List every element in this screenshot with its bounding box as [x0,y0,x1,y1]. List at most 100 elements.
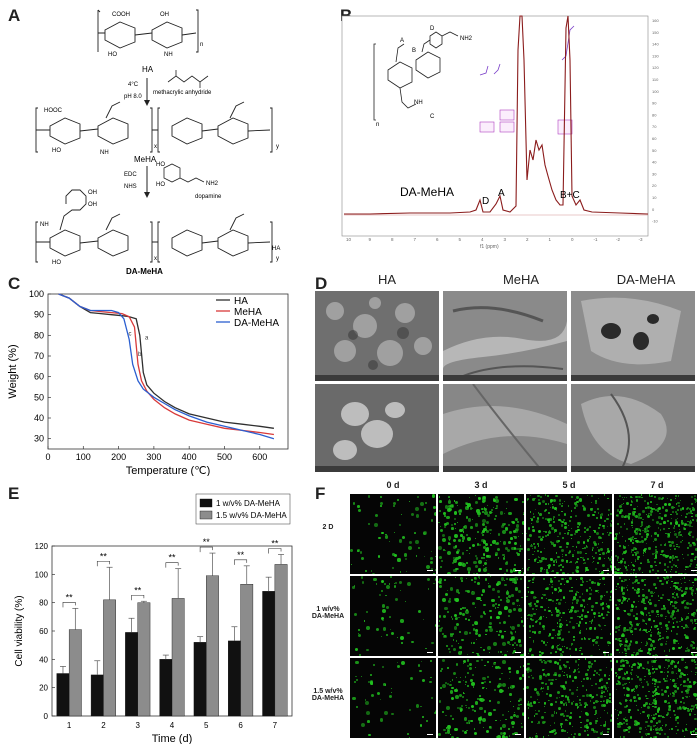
nmr-y-ticks: 1601501401301201101009080706050403020100… [652,18,659,224]
peak-a-label: A [498,188,505,199]
nmr-x-tick-label: 10 [346,237,352,242]
viability-y-tick-label: 60 [39,627,48,636]
viability-y-axis-label: Cell viability (%) [14,595,25,666]
nmr-spectrum: 1601501401301201101009080706050403020100… [341,15,659,250]
tga-curve-marker: a [145,335,149,341]
nmr-x-tick-label: 8 [391,237,394,242]
dopamine-ho1: HO [156,162,165,168]
significance-bracket [199,546,213,553]
da-meha-nh-text: NH [40,222,49,228]
nmr-y-tick-label: 130 [652,53,659,58]
viability-y-tick-label: 0 [44,712,49,721]
tga-x-tick-label: 400 [182,452,197,462]
inset-label-d: D [430,26,435,32]
viability-legend-label: 1.5 w/v% DA-MeHA [216,511,287,520]
viability-x-tick-label: 3 [135,721,140,730]
significance-bracket [165,562,179,568]
nmr-x-tick-label: -1 [594,237,598,242]
nmr-x-tick-label: 6 [436,237,439,242]
nmr-y-tick-label: 60 [652,136,657,141]
dopamine-structure [163,163,205,183]
viability-x-tick-label: 6 [238,721,243,730]
confocal-row-title: 1 w/v% DA-MeHA [311,606,345,620]
tga-curve-marker: b [138,352,142,358]
confocal-col-title: 5 d [562,480,576,490]
nmr-y-tick-label: 70 [652,124,657,129]
nmr-y-tick-label: 140 [652,42,659,47]
tga-y-tick-label: 40 [34,413,44,423]
ha-name: HA [142,65,154,74]
tga-y-tick-label: 60 [34,372,44,382]
nmr-x-tick-label: 3 [504,237,507,242]
nmr-y-tick-label: 90 [652,101,657,106]
da-meha-y-sub: y [276,256,279,262]
viability-bar [193,642,207,717]
nmr-x-tick-label: 9 [369,237,372,242]
tga-chart: 0 100 200 300 400 500 600 30 40 50 60 70 80 90 100 Temp… [7,289,289,476]
viability-bar [262,591,276,717]
inset-label-a: A [400,38,404,44]
confocal-col-title: 3 d [474,480,488,490]
da-meha-ho-text: HO [52,260,61,266]
inset-label-c: C [430,114,435,120]
nmr-y-tick-label: 30 [652,171,657,176]
step1-reagent: methacrylic anhydride [153,90,212,96]
viability-x-tick-label: 4 [170,721,175,730]
methacrylic-anhydride-structure [167,70,209,88]
nmr-y-tick-label: 50 [652,148,657,153]
viability-y-tick-label: 40 [39,655,48,664]
viability-chart: 0 20 40 60 80 100 120 Time (d) Cell viability (%… [14,493,293,744]
confocal-image [350,658,436,738]
panel-c: C 0 100 200 300 400 500 600 30 40 50 60 70 80 90 100 Te… [0,274,305,476]
viability-x-tick-label: 2 [101,721,106,730]
nmr-trace [344,15,649,215]
panel-f: F 0 d 3 d 5 d 7 d 2 D 1 w/v% DA-MeHA 1.5 w/v% … [305,476,697,744]
nmr-x-tick-label: -3 [639,237,643,242]
ha-nh-text: NH [164,52,173,58]
panel-e: E 0 20 40 60 80 100 120 Time (d) Cell viability … [0,476,305,744]
peak-d-label: D [482,196,489,207]
tga-series-line-c [58,293,275,440]
viability-x-tick-label: 7 [273,721,278,730]
tga-legend-label: DA-MeHA [234,318,279,329]
confocal-image [350,494,436,574]
panel-a-label: A [8,6,21,25]
confocal-image [350,576,436,656]
ha-cooh-text: COOH [112,12,130,18]
viability-x-tick-label: 5 [204,721,209,730]
tga-x-tick-label: 0 [45,452,50,462]
viability-bar [206,575,219,717]
viability-legend-swatch [199,510,213,520]
viability-legend-label: 1 w/v% DA-MeHA [216,499,281,508]
nmr-x-tick-label: 2 [526,237,529,242]
inset-label-b: B [412,48,416,54]
viability-bar [159,659,173,717]
tga-curve-marker: c [128,331,131,337]
tga-x-tick-label: 600 [252,452,267,462]
sem-meha-high-mag [443,384,567,472]
tga-y-tick-label: 90 [34,310,44,320]
nmr-x-tick-label: 7 [414,237,417,242]
da-meha-ha-end: HA [272,246,280,252]
arrow-step2-head [144,192,150,198]
panel-b: B 160 150 140 130 120 110 100 90 80 70 60 50 40 30 20 1… [330,0,697,280]
viability-bar [228,640,241,717]
sem-ha-low-mag [315,291,439,381]
nmr-x-tick-label: 5 [459,237,462,242]
inset-nh2: NH2 [460,36,473,42]
panel-a: A COOH OH HO NH n HA 4°C pH 8.0 methacry… [0,0,330,280]
nmr-inset-structure [373,31,459,121]
ha-n-sub: n [200,42,203,48]
confocal-image [526,494,612,574]
nmr-y-tick-label: 80 [652,112,657,117]
nmr-y-tick-label: 100 [652,89,659,94]
ha-structure [97,9,199,53]
da-meha-oh1-text: OH [88,190,97,196]
arrow-step1-head [144,100,150,106]
panel-e-label: E [8,484,20,503]
panel-c-label: C [8,274,21,293]
viability-bar [171,598,185,717]
significance-bracket [62,602,76,608]
significance-mark: ** [134,585,142,595]
da-meha-structure [35,189,273,263]
